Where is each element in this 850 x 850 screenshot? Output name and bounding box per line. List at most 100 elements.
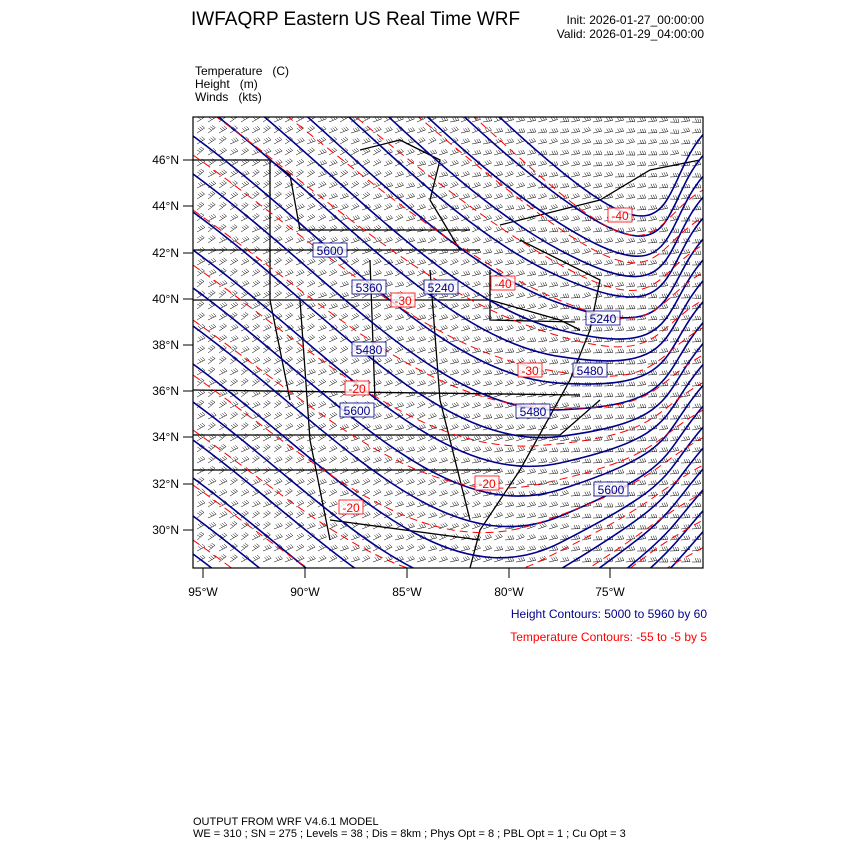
wind-barb [460, 435, 471, 442]
wind-barb [372, 214, 382, 222]
wind-barb [306, 213, 316, 222]
wind-barb [581, 171, 592, 178]
wind-barb [262, 148, 272, 156]
wind-barb [548, 534, 559, 541]
wind-barb [372, 401, 382, 409]
wind-barb [614, 447, 625, 453]
wind-barb [669, 491, 680, 497]
wind-barb [548, 556, 559, 563]
map-frame [192, 116, 704, 569]
wind-barb [218, 489, 228, 497]
wind-barb [361, 522, 371, 530]
wind-barb [493, 203, 503, 211]
wind-barb [438, 346, 448, 354]
wind-barb [394, 335, 404, 343]
wind-barb [306, 302, 316, 310]
lon-tick-label: 95°W [188, 585, 218, 599]
wind-barb [438, 457, 448, 464]
wind-barb [339, 312, 349, 321]
wind-barb [504, 413, 514, 420]
wind-barb [625, 337, 636, 343]
wind-barb [570, 447, 581, 453]
wind-barb [328, 147, 337, 156]
wind-barb [669, 469, 680, 475]
wind-barb [218, 521, 228, 530]
wind-barb [526, 379, 536, 387]
wind-barb [218, 412, 228, 420]
wind-barb [405, 127, 415, 134]
lat-tick-label: 46°N [152, 153, 179, 167]
wind-barb [405, 401, 415, 409]
wind-barb [372, 489, 382, 497]
wind-barb [658, 204, 669, 211]
wind-barb [273, 422, 282, 431]
wind-barb [196, 224, 205, 233]
wind-barb [427, 390, 437, 398]
wind-barb [317, 400, 327, 409]
wind-barb [394, 325, 404, 332]
wind-barb [647, 204, 658, 211]
height-contour [193, 510, 703, 568]
wind-barb [559, 501, 570, 508]
wind-barb [504, 458, 515, 464]
wind-barb [559, 249, 570, 255]
wind-barb [328, 554, 338, 563]
wind-barb [317, 411, 327, 420]
wind-barb [262, 313, 272, 321]
wind-barb [317, 422, 327, 431]
wind-barb [394, 357, 404, 365]
wind-barb [284, 466, 293, 475]
wind-barb [295, 510, 304, 519]
wind-barb [339, 544, 349, 552]
wind-barb [295, 137, 305, 145]
wind-barb [350, 533, 360, 541]
wind-barb [471, 214, 481, 222]
wind-barb [691, 226, 702, 233]
wind-barb [493, 369, 504, 376]
wind-barb [361, 368, 371, 376]
wind-barb [427, 434, 437, 442]
wind-barb [273, 400, 282, 409]
wind-barb [669, 415, 680, 420]
wind-barb [262, 324, 272, 332]
wind-barb [240, 554, 250, 563]
wind-barb [240, 180, 250, 189]
wind-barb [196, 246, 206, 255]
wind-barb [284, 202, 293, 211]
wind-barb [405, 226, 415, 233]
wind-barb [570, 457, 581, 464]
wind-barb [372, 477, 382, 486]
wind-barb [559, 402, 569, 409]
wind-barb [647, 117, 658, 123]
wind-barb [658, 502, 669, 508]
wind-barb [339, 117, 348, 123]
wind-barb [394, 489, 404, 497]
wind-barb [559, 467, 569, 475]
wind-barb [273, 246, 283, 255]
wind-barb [427, 236, 437, 244]
wind-barb [691, 150, 702, 156]
wind-barb [614, 502, 625, 508]
wind-barb [592, 414, 603, 420]
wind-barb [603, 259, 614, 266]
wind-barb [647, 172, 658, 178]
wind-barb [559, 215, 569, 222]
wind-barb [625, 138, 635, 145]
wind-barb [251, 533, 261, 541]
wind-barb [592, 227, 603, 233]
wind-barb [240, 401, 250, 409]
wind-barb [372, 258, 382, 266]
wind-barb [636, 205, 647, 211]
wind-barb [438, 445, 448, 453]
wind-barb [460, 292, 470, 299]
wind-barb [196, 191, 205, 200]
wind-barb [449, 324, 459, 332]
wind-barb [592, 447, 603, 453]
wind-barb [471, 258, 481, 266]
wind-barb [658, 447, 669, 453]
wind-barb [592, 271, 603, 277]
wind-barb [581, 534, 592, 541]
wind-barb [262, 356, 272, 365]
wind-barb [405, 379, 415, 387]
wind-barb [471, 313, 481, 321]
